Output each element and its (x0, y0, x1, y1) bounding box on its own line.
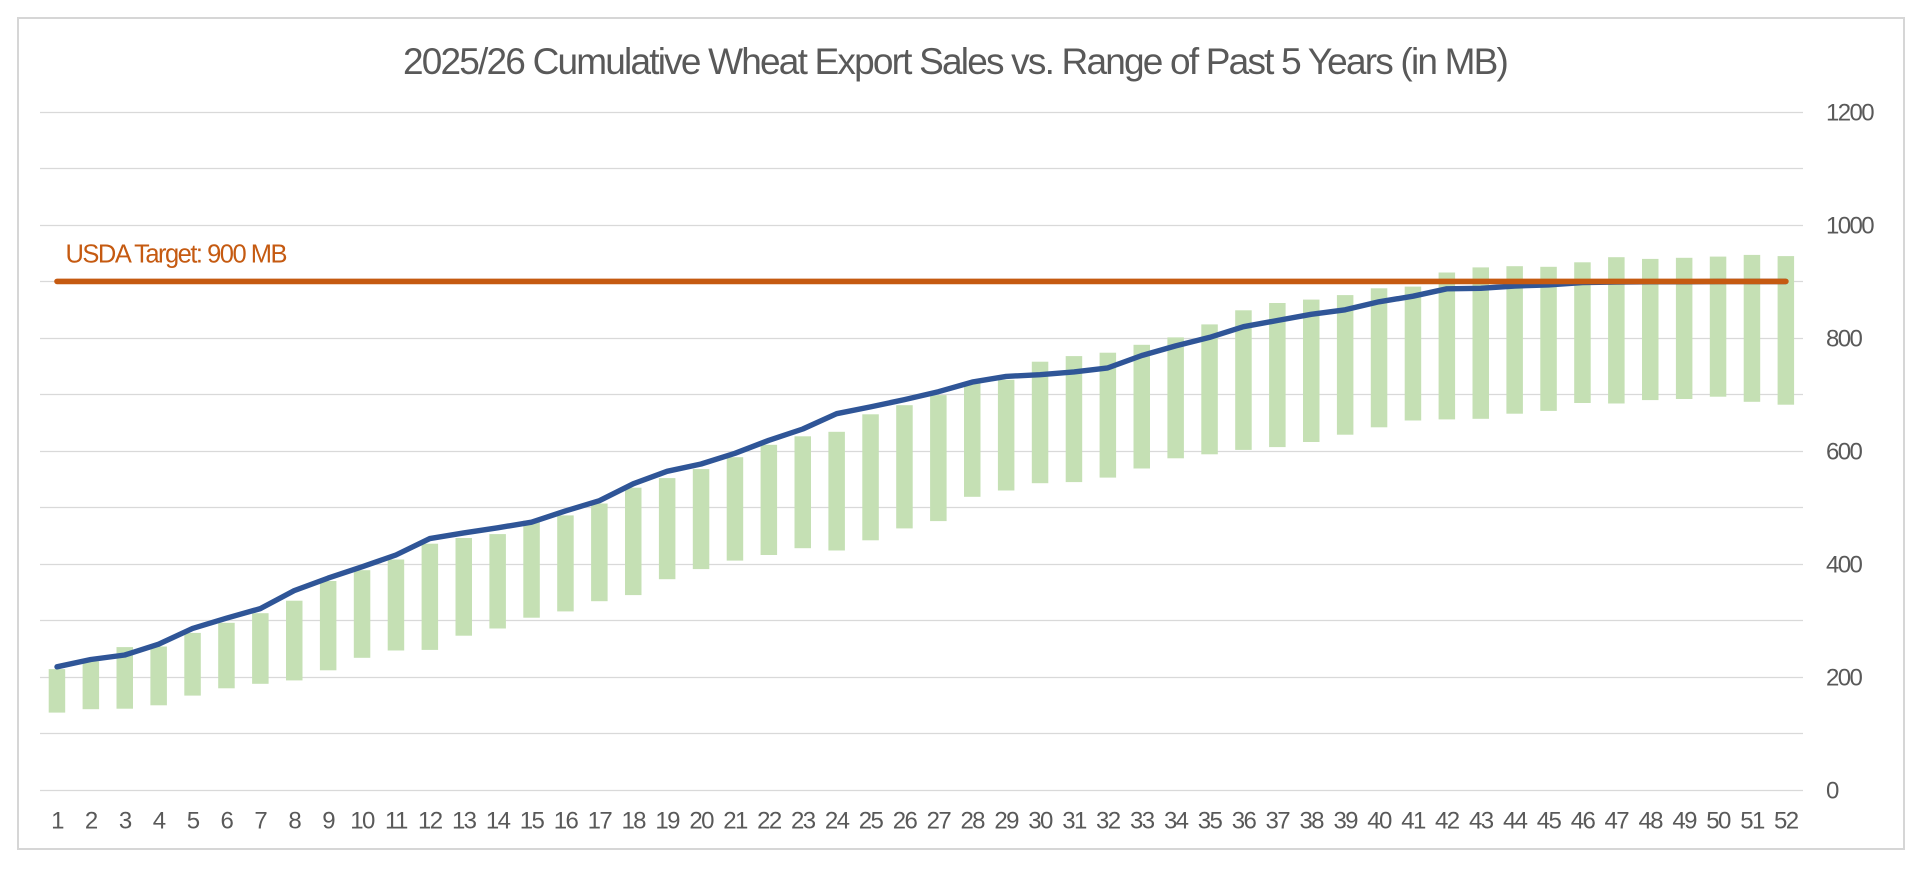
svg-text:USDA Target: 900 MB: USDA Target: 900 MB (66, 241, 287, 269)
svg-text:6: 6 (221, 808, 234, 835)
svg-text:42: 42 (1435, 808, 1460, 835)
svg-text:18: 18 (621, 808, 646, 835)
svg-text:0: 0 (1826, 777, 1839, 804)
svg-text:12: 12 (418, 808, 443, 835)
svg-text:48: 48 (1638, 808, 1663, 835)
svg-text:38: 38 (1299, 808, 1324, 835)
svg-text:36: 36 (1232, 808, 1257, 835)
svg-text:44: 44 (1503, 808, 1528, 835)
svg-text:2: 2 (85, 808, 98, 835)
svg-text:7: 7 (254, 808, 267, 835)
svg-text:13: 13 (452, 808, 477, 835)
svg-text:47: 47 (1605, 808, 1630, 835)
svg-text:5: 5 (187, 808, 200, 835)
svg-text:22: 22 (757, 808, 782, 835)
svg-text:39: 39 (1333, 808, 1358, 835)
svg-text:52: 52 (1774, 808, 1799, 835)
svg-text:51: 51 (1740, 808, 1765, 835)
svg-text:200: 200 (1826, 664, 1862, 691)
svg-text:15: 15 (520, 808, 545, 835)
svg-text:20: 20 (689, 808, 714, 835)
svg-text:28: 28 (960, 808, 985, 835)
svg-text:45: 45 (1537, 808, 1562, 835)
svg-text:1000: 1000 (1826, 212, 1874, 239)
svg-text:10: 10 (350, 808, 375, 835)
svg-text:16: 16 (554, 808, 579, 835)
svg-text:2025/26 Cumulative Wheat Expor: 2025/26 Cumulative Wheat Export Sales vs… (403, 41, 1508, 82)
svg-text:800: 800 (1826, 325, 1862, 352)
svg-text:11: 11 (385, 808, 408, 835)
svg-text:40: 40 (1367, 808, 1392, 835)
svg-text:25: 25 (859, 808, 884, 835)
svg-text:1200: 1200 (1826, 99, 1874, 126)
svg-text:14: 14 (486, 808, 511, 835)
svg-text:4: 4 (153, 808, 166, 835)
svg-text:17: 17 (588, 808, 613, 835)
svg-text:24: 24 (825, 808, 850, 835)
svg-text:37: 37 (1266, 808, 1291, 835)
svg-text:31: 31 (1062, 808, 1087, 835)
svg-text:29: 29 (994, 808, 1019, 835)
svg-text:49: 49 (1672, 808, 1697, 835)
svg-text:9: 9 (322, 808, 335, 835)
svg-text:46: 46 (1571, 808, 1596, 835)
svg-text:41: 41 (1401, 808, 1426, 835)
svg-text:50: 50 (1706, 808, 1731, 835)
svg-text:400: 400 (1826, 551, 1862, 578)
svg-text:19: 19 (655, 808, 680, 835)
svg-text:3: 3 (119, 808, 132, 835)
svg-text:8: 8 (288, 808, 301, 835)
svg-text:1: 1 (51, 808, 64, 835)
svg-text:23: 23 (791, 808, 816, 835)
svg-text:35: 35 (1198, 808, 1223, 835)
svg-text:33: 33 (1130, 808, 1155, 835)
svg-text:30: 30 (1028, 808, 1053, 835)
svg-text:27: 27 (927, 808, 952, 835)
svg-text:43: 43 (1469, 808, 1494, 835)
svg-text:34: 34 (1164, 808, 1189, 835)
svg-text:600: 600 (1826, 438, 1862, 465)
svg-text:26: 26 (893, 808, 918, 835)
svg-text:21: 21 (723, 808, 748, 835)
svg-text:32: 32 (1096, 808, 1121, 835)
